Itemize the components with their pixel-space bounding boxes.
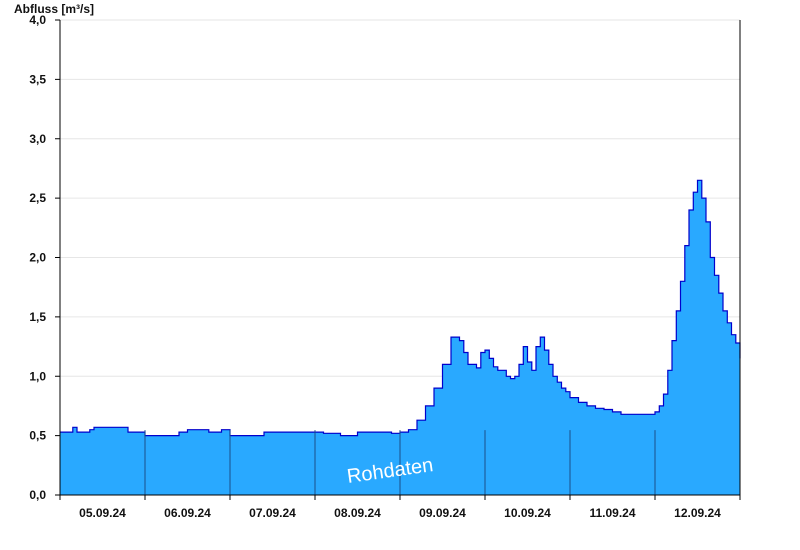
series-area <box>60 180 740 496</box>
x-tick-label: 06.09.24 <box>164 506 211 520</box>
data-series <box>60 179 741 496</box>
grid-lines <box>60 19 740 437</box>
x-tick-label: 07.09.24 <box>249 506 296 520</box>
x-tick-label: 12.09.24 <box>674 506 721 520</box>
y-tick-label: 3,5 <box>29 72 46 86</box>
y-tick-label: 0,5 <box>29 429 46 443</box>
axes <box>55 19 741 500</box>
x-tick-label: 05.09.24 <box>79 506 126 520</box>
x-tick-label: 09.09.24 <box>419 506 466 520</box>
day-dividers <box>144 430 656 500</box>
y-tick-label: 3,0 <box>29 132 46 146</box>
y-tick-labels: 0,0 0,5 1,0 1,5 2,0 2,5 3,0 3,5 4,0 <box>29 13 46 502</box>
x-tick-label: 10.09.24 <box>504 506 551 520</box>
y-tick-label: 4,0 <box>29 13 46 27</box>
y-tick-label: 0,0 <box>29 488 46 502</box>
y-tick-label: 2,5 <box>29 191 46 205</box>
x-tick-label: 11.09.24 <box>589 506 635 520</box>
x-tick-label: 08.09.24 <box>334 506 381 520</box>
y-axis-label: Abfluss [m³/s] <box>14 2 94 16</box>
series-line <box>60 179 741 437</box>
y-tick-label: 1,5 <box>29 310 46 324</box>
x-tick-labels: 05.09.24 06.09.24 07.09.24 08.09.24 09.09.24… <box>79 506 721 520</box>
y-tick-label: 2,0 <box>29 251 46 265</box>
y-tick-label: 1,0 <box>29 369 46 383</box>
